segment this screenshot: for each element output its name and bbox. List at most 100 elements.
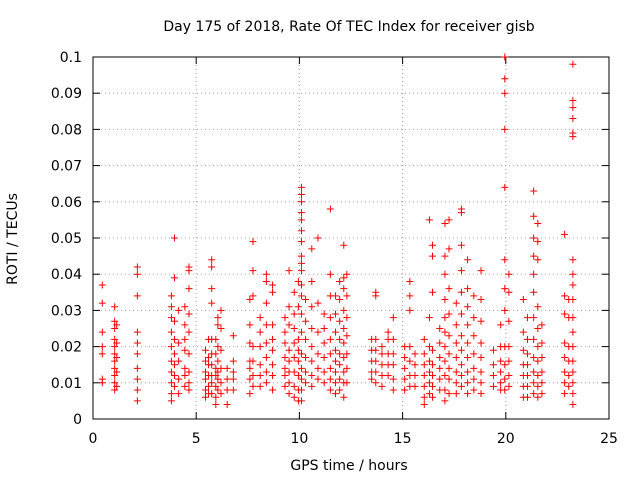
data-point xyxy=(326,386,334,394)
data-point xyxy=(569,270,577,278)
data-point xyxy=(175,357,183,365)
data-point xyxy=(175,375,183,383)
data-point xyxy=(561,310,569,318)
data-point xyxy=(297,191,305,199)
data-point xyxy=(340,353,348,361)
data-point xyxy=(441,357,449,365)
data-point xyxy=(534,357,542,365)
data-point xyxy=(181,321,189,329)
data-point xyxy=(464,390,472,398)
data-point xyxy=(297,328,305,336)
data-point xyxy=(133,364,141,372)
data-point xyxy=(534,220,542,228)
data-point xyxy=(212,350,220,358)
data-point xyxy=(281,382,289,390)
data-point xyxy=(171,317,179,325)
data-point xyxy=(294,335,302,343)
data-point xyxy=(441,296,449,304)
data-point xyxy=(436,375,444,383)
data-point xyxy=(302,368,310,376)
data-point xyxy=(464,368,472,376)
data-point xyxy=(457,346,465,354)
data-point xyxy=(389,386,397,394)
data-point xyxy=(429,382,437,390)
data-point xyxy=(340,285,348,293)
data-point xyxy=(477,296,485,304)
data-point xyxy=(181,303,189,311)
data-point xyxy=(441,252,449,260)
data-point xyxy=(229,386,237,394)
data-point xyxy=(436,325,444,332)
data-point xyxy=(569,357,577,365)
data-point xyxy=(201,346,209,354)
data-point xyxy=(208,379,216,387)
data-point xyxy=(262,299,270,307)
data-point xyxy=(523,350,531,358)
data-point xyxy=(223,364,231,372)
data-point xyxy=(452,379,460,387)
data-point xyxy=(181,372,189,380)
y-tick-label: 0.1 xyxy=(60,50,82,66)
data-point xyxy=(569,104,577,112)
y-tick-label: 0.09 xyxy=(51,86,82,102)
data-point xyxy=(534,325,542,332)
data-point xyxy=(457,382,465,390)
data-point xyxy=(332,346,340,354)
data-point xyxy=(561,339,569,347)
data-point xyxy=(565,382,573,390)
data-point xyxy=(262,277,270,285)
data-point xyxy=(133,263,141,271)
data-point xyxy=(389,335,397,343)
data-point xyxy=(302,317,310,325)
data-point xyxy=(336,386,344,394)
data-point xyxy=(297,281,305,289)
data-point xyxy=(212,372,220,380)
data-point xyxy=(185,310,193,318)
data-point xyxy=(489,361,497,369)
data-point xyxy=(445,364,453,372)
chart-title: Day 175 of 2018, Rate Of TEC Index for r… xyxy=(163,19,534,35)
data-point xyxy=(290,382,298,390)
data-point xyxy=(340,274,348,282)
data-point xyxy=(505,343,513,351)
data-point xyxy=(167,314,175,322)
data-point xyxy=(285,267,293,275)
data-point xyxy=(111,379,119,387)
data-point xyxy=(111,364,119,372)
data-point xyxy=(214,375,222,383)
data-point xyxy=(297,364,305,372)
data-point xyxy=(320,310,328,318)
data-point xyxy=(441,328,449,336)
data-point xyxy=(425,357,433,365)
data-point xyxy=(501,89,509,97)
data-point xyxy=(425,216,433,224)
x-axis-label: GPS time / hours xyxy=(290,458,407,474)
data-point xyxy=(249,357,257,365)
data-point xyxy=(501,375,509,383)
data-point xyxy=(290,325,298,332)
data-point xyxy=(561,292,569,300)
data-point xyxy=(452,390,460,398)
data-point xyxy=(246,321,254,329)
data-point xyxy=(181,382,189,390)
data-point xyxy=(523,382,531,390)
data-point xyxy=(501,306,509,314)
data-point xyxy=(489,372,497,380)
data-point xyxy=(420,382,428,390)
data-point xyxy=(256,361,264,369)
data-point xyxy=(171,361,179,369)
data-point xyxy=(113,368,121,376)
data-point xyxy=(308,343,316,351)
data-point xyxy=(212,382,220,390)
data-point xyxy=(133,397,141,405)
data-point xyxy=(477,317,485,325)
data-point xyxy=(497,368,505,376)
data-point xyxy=(445,216,453,224)
data-point xyxy=(297,252,305,260)
data-point xyxy=(505,382,513,390)
data-point xyxy=(368,375,376,383)
data-point xyxy=(336,375,344,383)
data-point xyxy=(523,393,531,401)
data-point xyxy=(111,386,119,394)
data-point xyxy=(98,343,106,351)
